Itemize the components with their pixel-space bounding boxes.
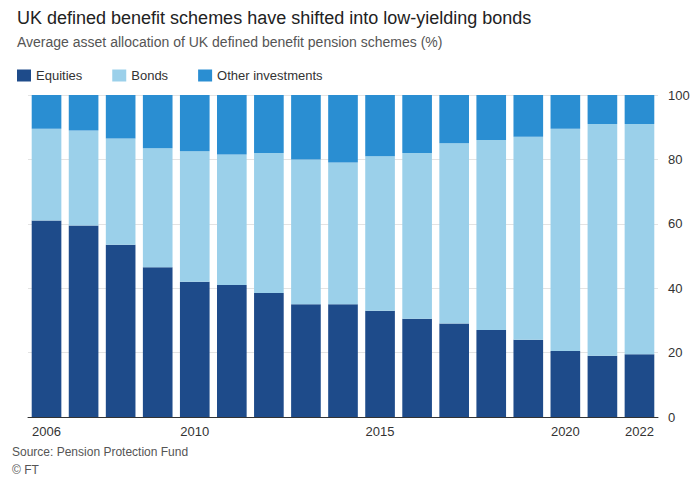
svg-text:UK defined benefit schemes hav: UK defined benefit schemes have shifted … xyxy=(17,8,531,28)
svg-text:2006: 2006 xyxy=(32,424,61,439)
svg-text:60: 60 xyxy=(668,216,682,231)
svg-text:2020: 2020 xyxy=(551,424,580,439)
svg-text:2015: 2015 xyxy=(366,424,395,439)
svg-text:Average asset allocation of UK: Average asset allocation of UK defined b… xyxy=(17,34,442,50)
svg-text:Source: Pension Protection Fun: Source: Pension Protection Fund xyxy=(12,445,188,459)
svg-text:Other investments: Other investments xyxy=(217,68,323,83)
svg-text:0: 0 xyxy=(668,410,675,425)
svg-text:2022: 2022 xyxy=(625,424,654,439)
svg-text:Equities: Equities xyxy=(36,68,83,83)
svg-text:2010: 2010 xyxy=(180,424,209,439)
svg-text:Bonds: Bonds xyxy=(131,68,168,83)
svg-text:80: 80 xyxy=(668,152,682,167)
svg-text:40: 40 xyxy=(668,281,682,296)
svg-text:© FT: © FT xyxy=(12,463,40,477)
svg-text:100: 100 xyxy=(668,88,690,103)
svg-text:20: 20 xyxy=(668,345,682,360)
